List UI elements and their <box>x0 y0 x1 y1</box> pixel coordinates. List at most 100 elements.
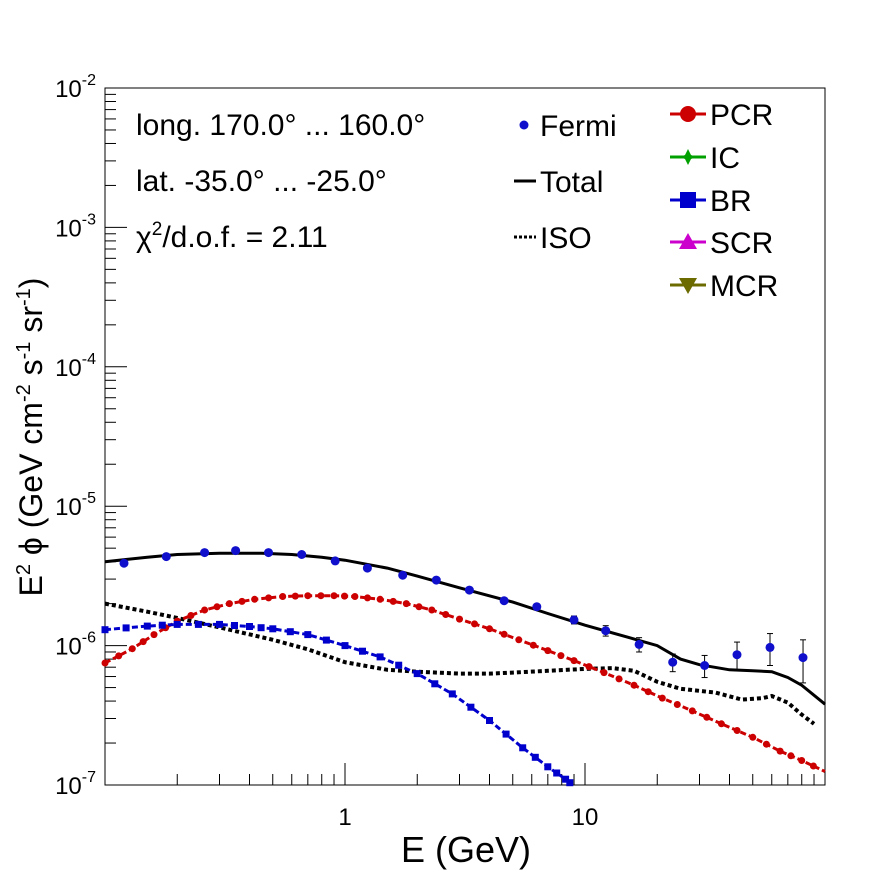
y-tick-label: 10-3 <box>55 211 96 242</box>
x-axis-label: E (GeV) <box>401 829 531 870</box>
pcr-marker <box>187 612 195 619</box>
pcr-marker <box>265 594 273 602</box>
pcr-marker <box>201 606 209 614</box>
fermi-point <box>634 639 644 649</box>
br-marker <box>467 703 475 711</box>
legend-label: Fermi <box>540 110 617 143</box>
fermi-point <box>161 552 171 562</box>
y-tick-base: 10 <box>55 634 82 661</box>
br-marker <box>158 621 166 629</box>
fermi-point <box>532 602 542 612</box>
br-marker <box>376 653 384 661</box>
br-marker <box>341 642 349 650</box>
pcr-marker <box>442 611 450 618</box>
br-marker <box>246 623 253 630</box>
pcr-marker <box>630 681 638 689</box>
fermi-point <box>231 546 241 556</box>
pcr-marker <box>341 592 348 600</box>
y-label-sup1: 2 <box>13 564 35 575</box>
fermi-point <box>668 657 678 667</box>
y-label-end: ) <box>13 278 49 289</box>
br-marker <box>322 636 330 644</box>
pcr-marker <box>330 592 338 600</box>
fermi-point <box>765 642 775 652</box>
iso-curve <box>104 601 816 726</box>
y-tick-label: 10-2 <box>55 72 96 103</box>
pcr-marker <box>279 593 287 600</box>
x-tick-label: 1 <box>338 804 351 831</box>
pcr-marker <box>673 701 681 708</box>
pcr-marker <box>570 657 578 665</box>
pcr-marker <box>351 593 359 600</box>
y-tick-label: 10-4 <box>55 351 96 382</box>
pcr-marker <box>762 740 770 748</box>
pcr-marker <box>749 733 757 741</box>
pcr-marker <box>658 694 666 702</box>
legend-fermi-marker <box>519 120 529 130</box>
br-curve <box>104 622 567 781</box>
annotation-chi2: χ2/d.o.f. = 2.11 <box>136 219 328 254</box>
br-marker <box>359 647 366 655</box>
fermi-point <box>119 558 129 568</box>
pcr-marker <box>703 713 711 721</box>
y-tick-exponent: -4 <box>82 351 96 368</box>
fermi-point <box>732 650 742 660</box>
y-tick-exponent: -3 <box>82 211 96 228</box>
br-marker <box>257 624 265 632</box>
legend-label: ISO <box>540 222 592 255</box>
pcr-marker <box>557 652 565 660</box>
pcr-curve <box>104 594 826 773</box>
y-tick-label: 10-7 <box>55 769 96 800</box>
br-marker <box>143 622 151 630</box>
pcr-marker <box>376 595 384 603</box>
y-axis-label: E2 ϕ (GeV cm-2 s-1 sr-1) <box>13 278 49 597</box>
pcr-marker <box>600 669 608 677</box>
pcr-marker <box>809 762 817 770</box>
y-label-phi: ϕ (GeV cm <box>13 402 49 564</box>
br-marker <box>519 744 527 752</box>
pcr-marker <box>515 636 523 644</box>
pcr-marker <box>585 663 593 671</box>
y-label-sup2: -2 <box>13 384 35 402</box>
fermi-point <box>700 661 710 670</box>
series-curves <box>101 551 826 787</box>
br-marker <box>101 626 109 634</box>
y-tick-exponent: -2 <box>82 72 96 89</box>
axis-ticks <box>104 93 815 786</box>
fermi-point <box>362 563 372 573</box>
annotation-longitude: long. 170.0° ... 160.0° <box>136 109 425 142</box>
pcr-marker <box>150 631 158 639</box>
y-label-sup3: -1 <box>13 342 35 360</box>
annotations: long. 170.0° ... 160.0° lat. -35.0° ... … <box>136 109 425 254</box>
fermi-point <box>601 626 611 636</box>
pcr-marker <box>456 615 463 623</box>
br-marker <box>269 625 277 633</box>
legend-label: Total <box>540 166 603 199</box>
br-marker <box>531 753 539 761</box>
pcr-marker <box>291 592 299 600</box>
pcr-marker <box>428 606 436 614</box>
legend-label: SCR <box>710 227 773 260</box>
legend-label: BR <box>710 185 752 218</box>
pcr-marker <box>486 625 493 633</box>
br-marker <box>122 624 130 632</box>
y-tick-label: 10-6 <box>55 630 96 661</box>
y-tick-base: 10 <box>55 355 82 382</box>
br-marker <box>448 690 456 698</box>
br-marker <box>413 670 421 678</box>
legend-label: MCR <box>710 270 778 303</box>
y-tick-base: 10 <box>55 773 82 800</box>
br-marker <box>194 620 202 628</box>
fermi-point <box>499 596 509 606</box>
br-marker <box>395 661 403 669</box>
pcr-marker <box>304 592 312 600</box>
pcr-marker <box>733 727 741 734</box>
pcr-marker <box>500 630 508 638</box>
annotation-latitude: lat. -35.0° ... -25.0° <box>136 165 387 198</box>
br-marker <box>216 620 223 628</box>
legend-star-marker <box>680 149 696 165</box>
pcr-marker <box>128 645 136 653</box>
total-curve <box>104 551 826 706</box>
y-tick-exponent: -5 <box>82 490 96 507</box>
br-marker <box>173 620 181 628</box>
